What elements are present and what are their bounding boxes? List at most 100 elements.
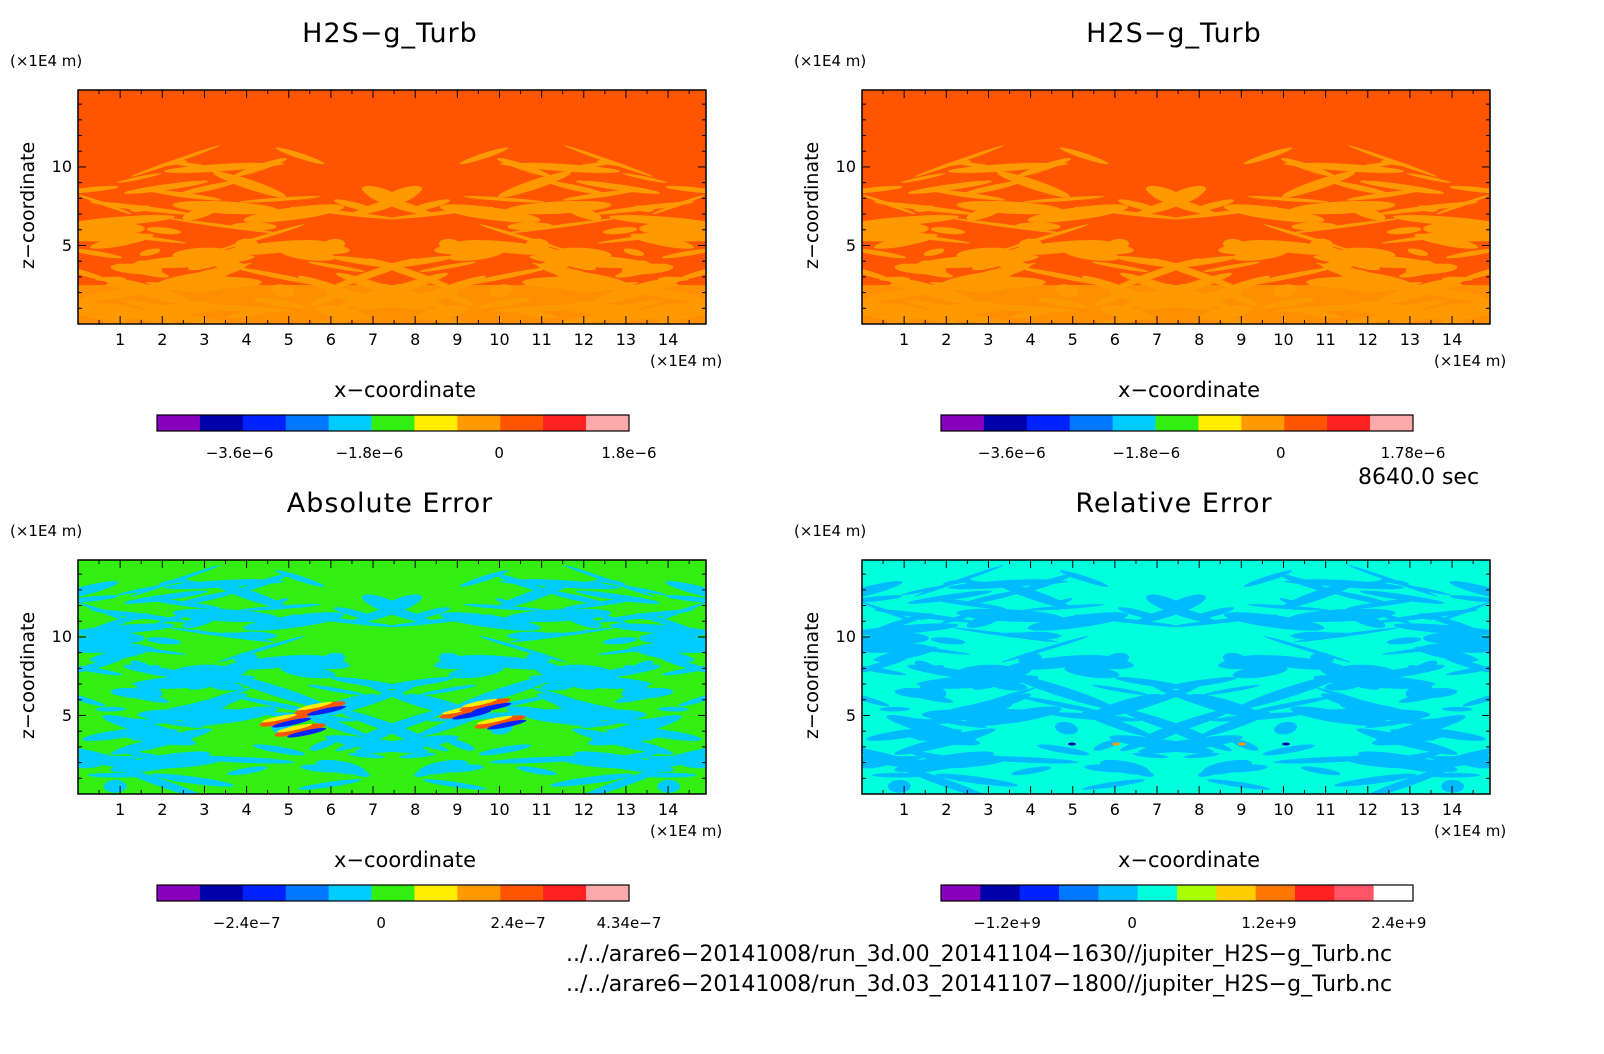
field-streak bbox=[930, 637, 966, 645]
field-streak bbox=[862, 265, 890, 281]
field-streak bbox=[887, 779, 911, 793]
field-streak bbox=[253, 744, 306, 756]
x-tick-label: 1 bbox=[899, 800, 910, 819]
x-axis-label: x−coordinate bbox=[333, 378, 477, 402]
field-streak bbox=[587, 729, 671, 746]
x-tick-label: 8 bbox=[1194, 800, 1205, 819]
colorbar-segment bbox=[1198, 415, 1242, 431]
colorbar-segment bbox=[199, 885, 244, 901]
x-tick-label: 12 bbox=[1357, 330, 1378, 349]
colorbar-segment bbox=[1216, 885, 1257, 901]
field-streak bbox=[1406, 173, 1451, 183]
field-streak bbox=[897, 765, 994, 794]
field-streak bbox=[1371, 729, 1455, 746]
colorbar-segment bbox=[586, 885, 630, 901]
field-streak bbox=[1071, 656, 1134, 670]
field-streak bbox=[1000, 632, 1063, 637]
field-streak bbox=[1263, 224, 1351, 251]
field-streak bbox=[870, 613, 928, 633]
field-streak bbox=[1247, 604, 1329, 611]
colorbar-frame bbox=[156, 884, 630, 902]
field-streak bbox=[297, 779, 362, 790]
field-streak bbox=[307, 684, 365, 696]
field-streak bbox=[932, 675, 1039, 689]
field-streak bbox=[1290, 706, 1368, 725]
field-streak bbox=[517, 766, 557, 776]
colorbar-segment bbox=[1255, 885, 1296, 901]
field-streak bbox=[505, 632, 568, 637]
x-unit-label: (×1E4 m) bbox=[1434, 822, 1507, 840]
field-streak bbox=[348, 752, 385, 759]
field-streak bbox=[907, 664, 990, 681]
field-streak bbox=[379, 256, 454, 269]
colorbar-segment bbox=[586, 415, 630, 431]
field-streak bbox=[1362, 664, 1445, 681]
field-streak bbox=[862, 691, 890, 707]
field-streak bbox=[78, 231, 147, 242]
field-streak bbox=[335, 708, 425, 740]
field-streak bbox=[368, 602, 433, 624]
field-streak bbox=[575, 180, 661, 194]
colorbar-label: 4.34e−7 bbox=[596, 914, 662, 932]
x-tick-label: 2 bbox=[157, 800, 168, 819]
field-streak bbox=[463, 196, 545, 203]
field-streak bbox=[78, 691, 106, 707]
field-streak bbox=[1059, 147, 1109, 165]
panel-top-right: H2S−g_Turb (×1E4 m) (×1E4 m) z−coordinate x−… bbox=[784, 0, 1564, 470]
field-streak bbox=[78, 756, 140, 762]
field-streak bbox=[1421, 642, 1490, 653]
error-feature bbox=[276, 723, 313, 733]
field-streak bbox=[300, 764, 353, 773]
x-tick-label: 10 bbox=[1273, 330, 1294, 349]
field-streak bbox=[1183, 752, 1220, 759]
field-streak bbox=[665, 595, 706, 604]
error-feature bbox=[472, 702, 512, 713]
y-tick-label: 10 bbox=[51, 627, 72, 646]
colorbar-segment bbox=[1026, 415, 1071, 431]
field-streak bbox=[1364, 709, 1431, 721]
x-tick-label: 4 bbox=[1025, 800, 1036, 819]
field-streak bbox=[217, 224, 305, 251]
colorbar-label: 0 bbox=[1127, 914, 1137, 932]
field-streak bbox=[139, 248, 161, 256]
field-streak bbox=[479, 224, 567, 251]
panel-title: Absolute Error bbox=[286, 488, 494, 519]
field-streak bbox=[148, 254, 255, 269]
heatmap-plot bbox=[861, 559, 1491, 795]
field-streak bbox=[1074, 614, 1182, 628]
x-unit-label: (×1E4 m) bbox=[650, 352, 723, 370]
field-streak bbox=[1405, 683, 1433, 696]
field-streak bbox=[930, 227, 966, 235]
x-tick-label: 7 bbox=[1151, 330, 1163, 349]
colorbar-segment bbox=[1098, 885, 1139, 901]
field-streak bbox=[110, 751, 210, 773]
colorbar-label: −3.6e−6 bbox=[205, 444, 274, 462]
field-streak bbox=[897, 729, 981, 746]
field-streak bbox=[1019, 696, 1112, 716]
field-streak bbox=[85, 221, 110, 230]
field-streak bbox=[1365, 717, 1422, 728]
field-streak bbox=[1047, 712, 1141, 722]
field-streak bbox=[596, 160, 626, 167]
field-streak bbox=[678, 265, 706, 281]
field-streak bbox=[1462, 265, 1490, 281]
field-streak bbox=[1380, 578, 1410, 585]
error-feature bbox=[474, 715, 526, 729]
x-tick-label: 5 bbox=[283, 330, 294, 349]
x-tick-label: 2 bbox=[941, 800, 952, 819]
plot-frame bbox=[861, 559, 1491, 795]
field-streak bbox=[1462, 691, 1490, 707]
error-feature bbox=[1238, 742, 1246, 746]
x-tick-label: 14 bbox=[657, 800, 679, 819]
field-streak bbox=[658, 706, 689, 712]
field-streak bbox=[1152, 194, 1217, 216]
field-streak bbox=[602, 227, 638, 235]
field-streak bbox=[212, 581, 286, 609]
x-tick-label: 11 bbox=[531, 330, 552, 349]
field-streak bbox=[1274, 721, 1297, 735]
field-streak bbox=[1119, 708, 1209, 740]
field-streak bbox=[1074, 206, 1182, 220]
field-streak bbox=[862, 595, 903, 604]
colorbar-segment bbox=[414, 415, 458, 431]
field-streak bbox=[1359, 180, 1445, 194]
